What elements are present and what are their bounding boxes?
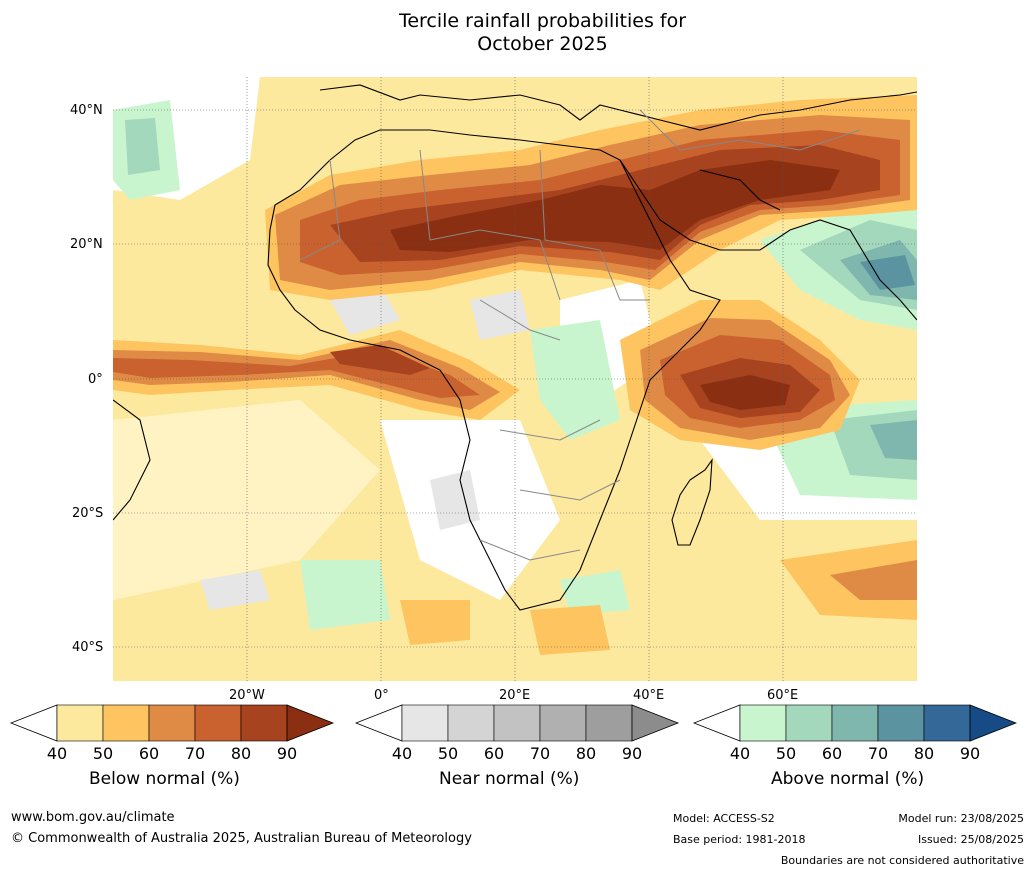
- lat-label-0: 0°: [88, 372, 103, 387]
- lon-label-20e: 20°E: [499, 688, 531, 703]
- footer-base-period: Base period: 1981-2018: [673, 833, 806, 846]
- footer-model: Model: ACCESS-S2: [673, 812, 775, 825]
- lat-label-40n: 40°N: [70, 103, 103, 118]
- colorbar-label-above: Above normal (%): [771, 769, 925, 789]
- footer-disclaimer: Boundaries are not considered authoritat…: [780, 854, 1024, 867]
- footer-issued: Issued: 25/08/2025: [917, 833, 1024, 846]
- lat-label-20n: 20°N: [70, 237, 103, 252]
- footer-model-run: Model run: 23/08/2025: [898, 812, 1024, 825]
- lat-label-20s: 20°S: [72, 506, 104, 521]
- colorbar-label-near: Near normal (%): [439, 769, 580, 789]
- lon-label-60e: 60°E: [767, 688, 799, 703]
- title-line-1: Tercile rainfall probabilities for: [398, 10, 687, 32]
- lon-label-20w: 20°W: [229, 688, 265, 703]
- coastlines: [113, 84, 917, 611]
- graticule: [113, 77, 917, 681]
- lat-label-40s: 40°S: [72, 640, 104, 655]
- country-borders: [299, 109, 861, 561]
- footer-copyright: © Commonwealth of Australia 2025, Austra…: [11, 831, 472, 846]
- chart-title: Tercile rainfall probabilities for Octob…: [0, 10, 1035, 56]
- footer-website: www.bom.gov.au/climate: [11, 810, 175, 825]
- title-line-2: October 2025: [477, 33, 608, 55]
- lon-label-0: 0°: [374, 688, 389, 703]
- map-field: [113, 77, 917, 681]
- lon-label-40e: 40°E: [633, 688, 665, 703]
- colorbar-label-below: Below normal (%): [89, 769, 240, 789]
